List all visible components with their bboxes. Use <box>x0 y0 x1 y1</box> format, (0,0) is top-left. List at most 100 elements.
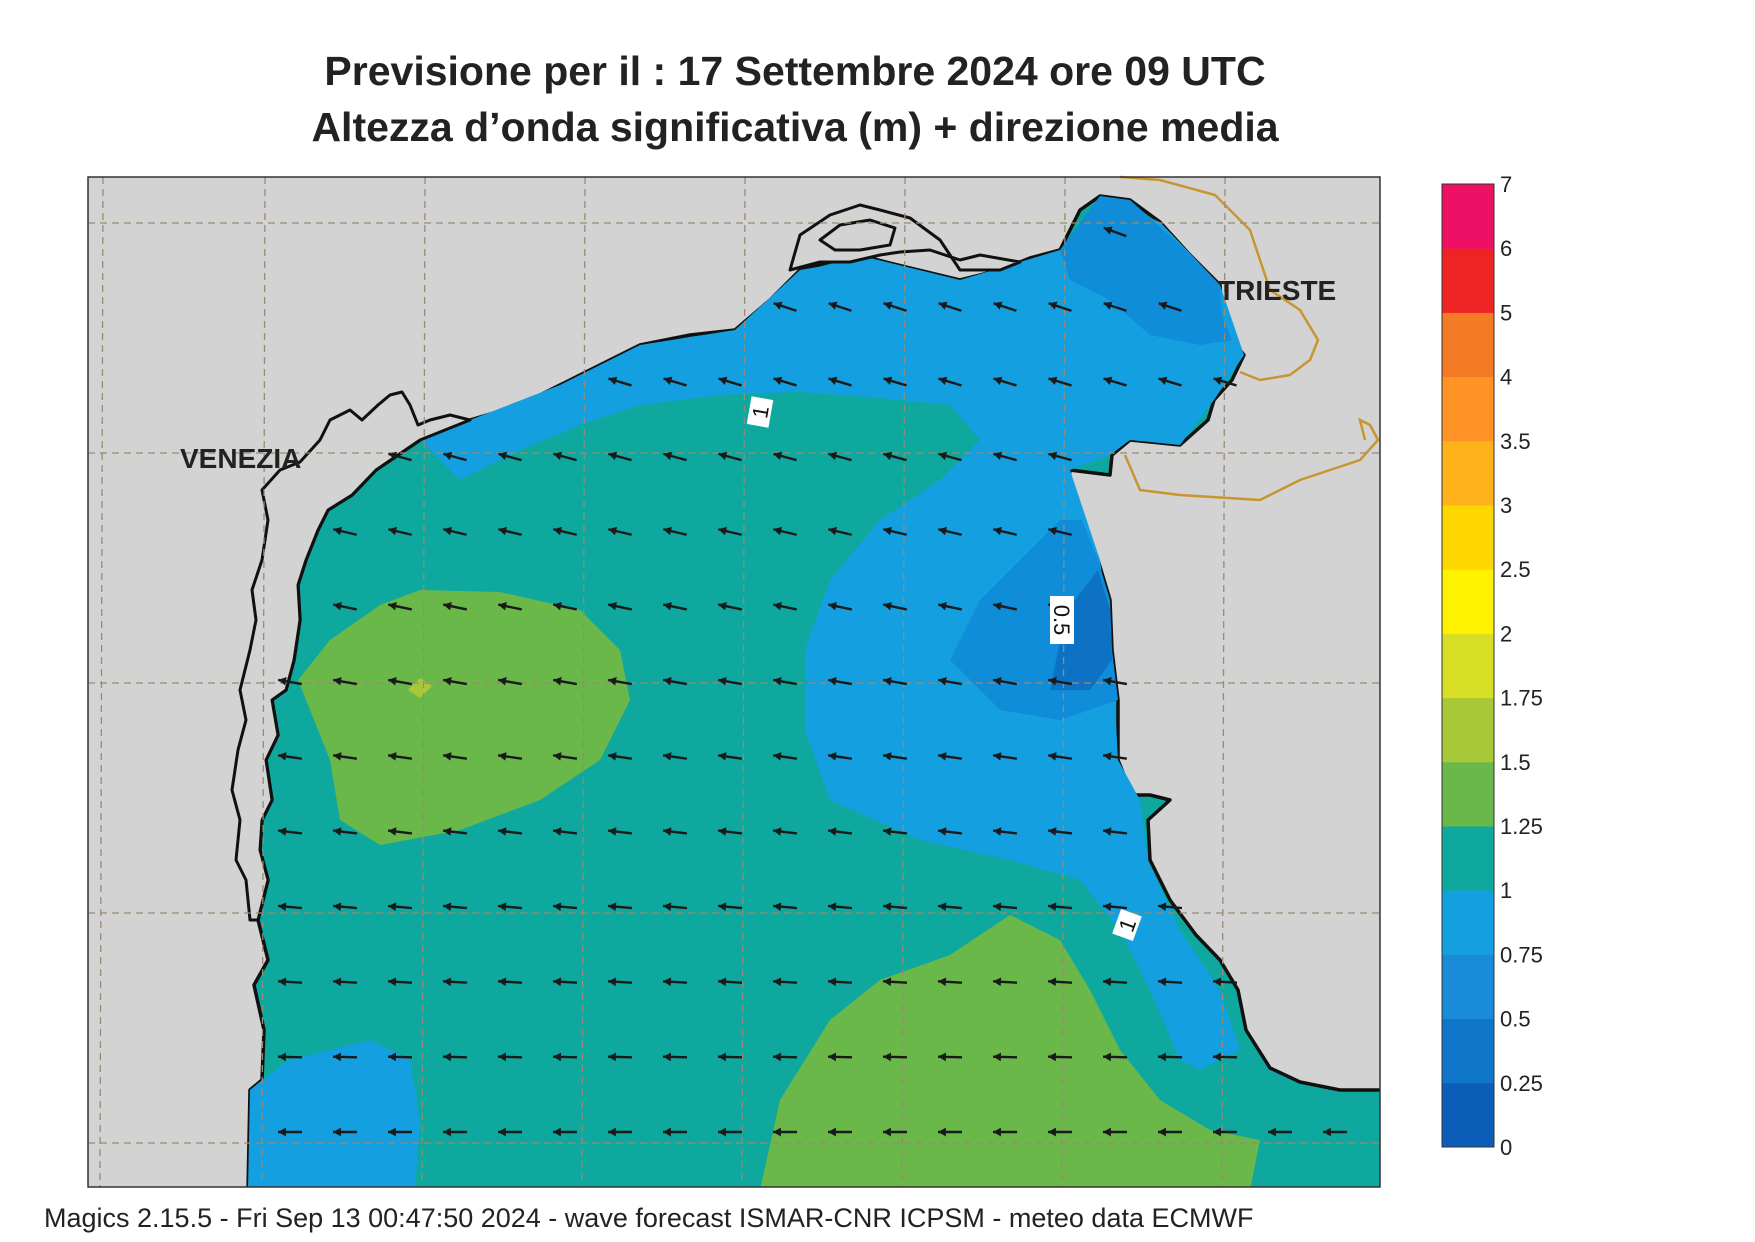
wave-arrow-head <box>773 827 782 836</box>
wave-arrow-head <box>828 601 837 611</box>
wave-arrow-head <box>938 376 948 385</box>
wave-arrow-head <box>718 902 727 911</box>
wave-arrow-head <box>1048 451 1058 461</box>
wave-arrow-head <box>1158 902 1167 911</box>
legend-label: 0.25 <box>1500 1071 1543 1096</box>
wave-arrow-head <box>1048 526 1058 536</box>
wave-arrow-head <box>883 677 892 686</box>
wave-arrow-head <box>1103 226 1113 235</box>
wave-arrow-head <box>443 1052 452 1062</box>
wave-arrow-head <box>608 451 618 461</box>
city-label-trieste: TRIESTE <box>1218 275 1336 306</box>
svg-text:1: 1 <box>747 404 774 420</box>
forecast-subtitle: Altezza d’onda significativa (m) + direz… <box>311 104 1279 150</box>
wave-arrow-head <box>388 902 397 911</box>
wave-arrow-head <box>828 376 838 385</box>
color-legend: 0 0.25 0.5 0.75 1 1.25 1.5 1.75 2 2.5 3 3.5 4 5 6 7 <box>1441 172 1543 1160</box>
wave-arrow-head <box>663 1127 671 1137</box>
legend-label: 1.25 <box>1500 814 1543 839</box>
wave-arrow-head <box>1048 977 1057 987</box>
legend-label: 2.5 <box>1500 557 1531 582</box>
wave-arrow-head <box>333 1052 342 1062</box>
wave-arrow-head <box>773 376 783 385</box>
marano-islands <box>818 218 897 252</box>
wave-arrow-head <box>278 1052 287 1062</box>
wave-arrow-head <box>1158 1052 1167 1062</box>
wave-arrow-head <box>993 977 1002 987</box>
wave-arrow-head <box>608 902 617 911</box>
wave-arrow-head <box>1048 376 1058 385</box>
legend-label: 3.5 <box>1500 429 1531 454</box>
wave-arrow-head <box>773 752 782 761</box>
wave-arrow-head <box>443 902 452 911</box>
wave-arrow-head <box>498 1052 507 1062</box>
wave-arrow-head <box>1103 752 1112 761</box>
wave-arrow-head <box>993 451 1003 461</box>
wave-direction-arrows <box>277 226 1347 1137</box>
wave-arrow-head <box>278 827 287 836</box>
wave-band-0.25-0.5 <box>1050 570 1112 690</box>
wave-arrow-head <box>1048 1127 1056 1137</box>
legend-label: 1.75 <box>1500 686 1543 711</box>
wave-arrow-head <box>1048 827 1057 836</box>
wave-arrow-head <box>773 526 783 536</box>
wave-arrow-head <box>828 902 837 911</box>
legend-swatch <box>1442 376 1494 442</box>
wave-arrow-head <box>828 1127 836 1137</box>
wave-arrow-head <box>553 1127 561 1137</box>
footer-credits: Magics 2.15.5 - Fri Sep 13 00:47:50 2024… <box>44 1203 1254 1233</box>
wave-arrow-head <box>333 827 342 836</box>
legend-swatch <box>1442 312 1494 378</box>
wave-arrow-head <box>333 752 342 761</box>
wave-arrow-head <box>883 526 893 536</box>
wave-arrow-head <box>828 752 837 761</box>
wave-arrow-head <box>608 526 618 536</box>
wave-arrow-head <box>553 677 562 686</box>
wave-arrow-head <box>1323 1127 1331 1137</box>
wave-arrow-head <box>388 526 398 536</box>
lagoon-islands <box>230 390 472 922</box>
wave-arrow-head <box>773 977 782 987</box>
wave-arrow-head <box>1158 376 1168 385</box>
wave-arrow-head <box>498 752 507 761</box>
city-label-venezia: VENEZIA <box>180 443 301 474</box>
wave-arrow-head <box>883 977 892 987</box>
wave-arrow-head <box>443 451 453 461</box>
wave-arrow-head <box>883 752 892 761</box>
wave-arrow-head <box>883 376 893 385</box>
wave-arrow-head <box>553 451 563 461</box>
wave-arrow-head <box>388 451 398 461</box>
svg-text:0.5: 0.5 <box>1049 605 1074 636</box>
wave-arrow-head <box>773 677 782 686</box>
wave-arrow-head <box>1103 977 1112 987</box>
wave-arrow-head <box>718 601 727 611</box>
wave-arrow-head <box>883 451 893 461</box>
legend-label: 0.5 <box>1500 1007 1531 1032</box>
wave-arrow-head <box>1048 752 1057 761</box>
wave-arrow-head <box>663 601 672 611</box>
wave-arrow-head <box>828 1052 837 1062</box>
wave-arrow-head <box>1213 977 1222 987</box>
wave-arrow-head <box>1103 677 1112 686</box>
wave-arrow-head <box>1213 1052 1222 1062</box>
wave-arrow-head <box>663 1052 672 1062</box>
wave-arrow-head <box>443 977 452 987</box>
wave-arrow-head <box>553 902 562 911</box>
wave-arrow-head <box>828 526 838 536</box>
wave-arrow-head <box>553 1052 562 1062</box>
wave-arrow-head <box>498 977 507 987</box>
wave-arrow-head <box>773 301 783 310</box>
wave-band-south-blue <box>248 1040 420 1187</box>
wave-arrow-head <box>553 977 562 987</box>
wave-arrow-head <box>773 451 783 461</box>
wave-arrow-head <box>278 902 287 911</box>
wave-arrow-head <box>1103 827 1112 836</box>
wave-arrow-head <box>333 526 343 536</box>
wave-arrow-head <box>608 1052 617 1062</box>
wave-arrow-head <box>1048 677 1057 686</box>
wave-arrow-head <box>608 977 617 987</box>
wave-arrow-head <box>278 977 287 987</box>
wave-arrow-head <box>993 301 1003 310</box>
wave-arrow-head <box>333 601 342 611</box>
wave-arrow-head <box>443 526 453 536</box>
